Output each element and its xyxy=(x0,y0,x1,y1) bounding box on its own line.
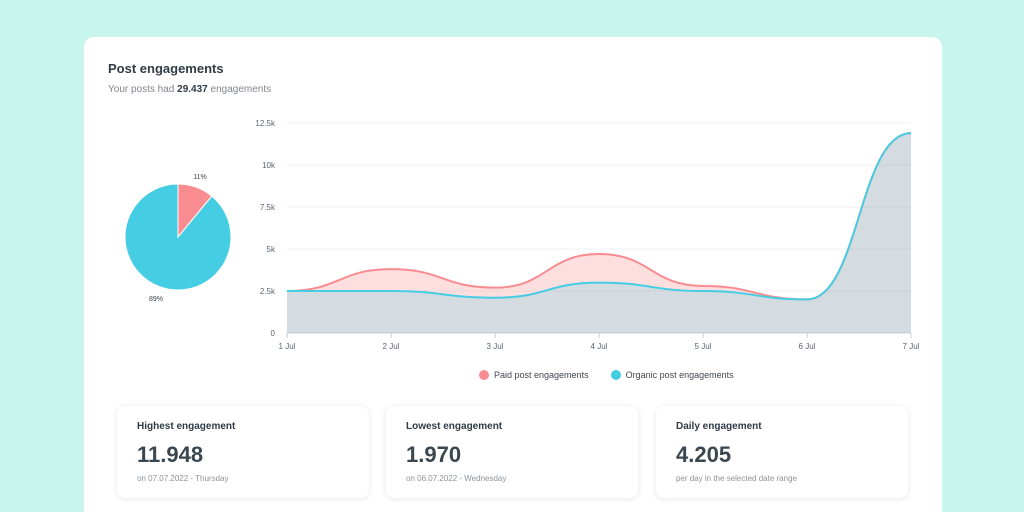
card-title: Post engagements xyxy=(108,61,224,76)
stat-value: 11.948 xyxy=(137,442,204,467)
card-subtitle: Your posts had 29.437 engagements xyxy=(108,84,271,95)
x-tick-label: 6 Jul xyxy=(799,342,816,351)
y-tick-label: 2.5k xyxy=(260,287,276,296)
pie-slice-label: 11% xyxy=(193,174,207,181)
stat-card-highest: Highest engagement 11.948 on 07.07.2022 … xyxy=(117,406,369,498)
stat-label: Lowest engagement xyxy=(406,421,503,432)
pie-slice-1[interactable] xyxy=(124,183,232,291)
legend-item-paid[interactable]: Paid post engagements xyxy=(479,370,589,380)
x-tick-label: 7 Jul xyxy=(903,342,920,351)
stat-card-daily: Daily engagement 4.205 per day in the se… xyxy=(656,406,908,498)
legend-label-paid: Paid post engagements xyxy=(494,370,589,380)
subtitle-prefix: Your posts had xyxy=(108,84,178,95)
pie-chart: 11% 89% xyxy=(124,174,232,303)
legend-dot-paid xyxy=(479,370,489,380)
stat-note: on 07.07.2022 - Thursday xyxy=(137,474,229,483)
pie-slice-label: 89% xyxy=(149,296,163,303)
legend-item-organic[interactable]: Organic post engagements xyxy=(610,370,734,380)
y-tick-label: 0 xyxy=(271,329,276,338)
stat-value: 1.970 xyxy=(406,442,462,467)
stat-note: per day in the selected date range xyxy=(676,474,797,483)
y-tick-label: 10k xyxy=(262,161,276,170)
stat-value: 4.205 xyxy=(676,442,732,467)
stat-label: Daily engagement xyxy=(676,421,762,432)
series-line-1[interactable] xyxy=(286,132,912,301)
y-tick-label: 5k xyxy=(267,245,276,254)
subtitle-suffix: engagements xyxy=(207,84,272,95)
legend-label-organic: Organic post engagements xyxy=(625,370,734,380)
x-tick-label: 3 Jul xyxy=(487,342,504,351)
y-tick-label: 12.5k xyxy=(255,119,276,128)
area-chart: 0 2.5k 5k 7.5k 10k 12.5k 1 Jul 2 Jul 3 Jul 4 Jul 5… xyxy=(255,119,920,351)
area-fill-0 xyxy=(287,133,911,333)
x-tick-label: 2 Jul xyxy=(383,342,400,351)
x-tick-label: 1 Jul xyxy=(279,342,296,351)
y-tick-label: 7.5k xyxy=(260,203,276,212)
chart-legend: Paid post engagements Organic post engag… xyxy=(479,370,734,380)
x-tick-label: 4 Jul xyxy=(591,342,608,351)
x-tick-label: 5 Jul xyxy=(695,342,712,351)
stat-card-lowest: Lowest engagement 1.970 on 06.07.2022 - … xyxy=(386,406,638,498)
stat-note: on 06.07.2022 - Wednesday xyxy=(406,474,507,483)
stat-label: Highest engagement xyxy=(137,421,236,432)
subtitle-total: 29.437 xyxy=(177,84,208,95)
engagement-card: Post engagements Your posts had 29.437 e… xyxy=(84,37,942,512)
area-fill-1 xyxy=(287,133,911,333)
legend-dot-organic xyxy=(610,370,621,380)
